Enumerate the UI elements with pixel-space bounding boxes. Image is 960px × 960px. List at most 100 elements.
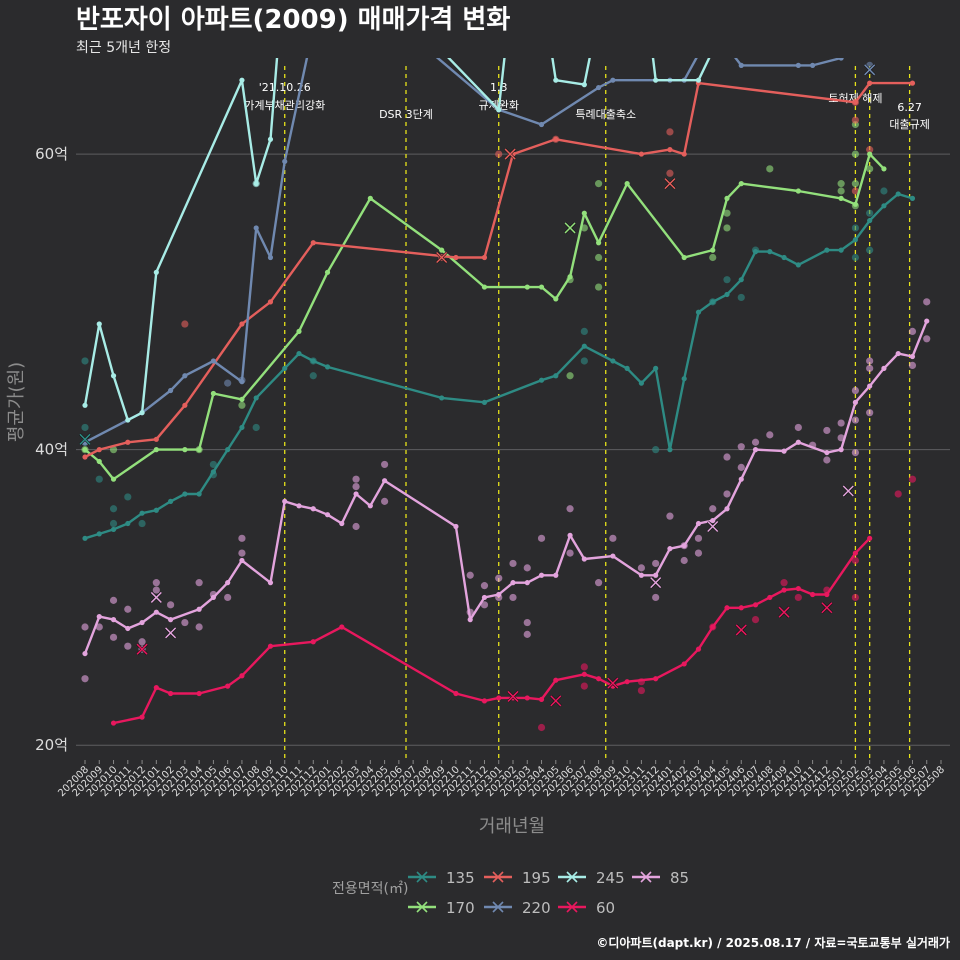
series-point-85-43 bbox=[838, 447, 844, 453]
scatter-point-85-35 bbox=[537, 534, 546, 542]
scatter-point-85-57 bbox=[823, 426, 831, 435]
scatter-point-195-2 bbox=[495, 150, 503, 158]
series-point-245-21 bbox=[739, 11, 744, 16]
scatter-point-170-15 bbox=[837, 187, 845, 195]
x-marker-195-0 bbox=[435, 251, 448, 264]
series-point-135-4 bbox=[139, 510, 145, 516]
legend-label-135: 135 bbox=[446, 869, 475, 887]
series-point-135-41 bbox=[895, 191, 901, 197]
series-point-135-40 bbox=[881, 203, 887, 209]
scatter-point-170-11 bbox=[723, 224, 731, 232]
x-marker-60-6 bbox=[820, 601, 833, 614]
series-point-60-1 bbox=[139, 714, 145, 720]
series-point-245-1 bbox=[96, 321, 102, 327]
scatter-point-85-2 bbox=[95, 623, 103, 631]
series-point-135-24 bbox=[638, 380, 645, 386]
scatter-point-170-9 bbox=[595, 283, 603, 291]
scatter-point-85-69 bbox=[923, 335, 931, 343]
scatter-point-135-6 bbox=[124, 493, 132, 501]
scatter-point-85-46 bbox=[694, 534, 703, 542]
series-point-195-14 bbox=[681, 151, 687, 157]
series-point-85-41 bbox=[795, 439, 801, 445]
scatter-point-85-18 bbox=[238, 534, 246, 542]
series-point-220-8 bbox=[282, 158, 288, 165]
series-point-60-6 bbox=[239, 673, 245, 679]
series-point-245-16 bbox=[596, 11, 601, 16]
scatter-point-135-18 bbox=[737, 293, 745, 302]
scatter-point-135-24 bbox=[880, 187, 888, 195]
series-point-85-10 bbox=[239, 557, 245, 564]
series-point-85-39 bbox=[752, 447, 759, 453]
scatter-point-85-24 bbox=[466, 571, 474, 579]
series-point-170-9 bbox=[324, 269, 331, 275]
x-marker-85-1 bbox=[164, 626, 177, 639]
scatter-point-170-20 bbox=[866, 165, 874, 173]
series-point-135-15 bbox=[310, 358, 316, 364]
series-point-60-11 bbox=[481, 698, 488, 704]
scatter-point-85-63 bbox=[851, 386, 860, 395]
scatter-point-85-12 bbox=[181, 618, 189, 627]
series-point-220-17 bbox=[710, 26, 715, 31]
x-marker-stroke bbox=[165, 627, 177, 639]
event-label-2-0: 1.3 bbox=[490, 81, 508, 94]
series-point-85-30 bbox=[610, 553, 616, 559]
legend-x-135 bbox=[416, 871, 428, 883]
x-marker-60-3 bbox=[606, 677, 619, 690]
scatter-point-85-6 bbox=[124, 605, 132, 613]
series-point-85-44 bbox=[852, 399, 859, 405]
marker-layer bbox=[79, 63, 876, 707]
x-marker-60-5 bbox=[778, 606, 790, 619]
series-point-170-21 bbox=[710, 247, 716, 253]
series-point-135-17 bbox=[439, 395, 445, 401]
series-point-135-10 bbox=[225, 447, 231, 453]
legend-label-220: 220 bbox=[522, 899, 551, 917]
y-tick-20: 20억 bbox=[35, 736, 68, 754]
scatter-point-85-16 bbox=[224, 593, 232, 602]
y-tick-60: 60억 bbox=[35, 145, 68, 163]
x-marker-stroke bbox=[436, 251, 448, 264]
legend-item-170: 170 bbox=[408, 899, 475, 917]
series-point-85-40 bbox=[781, 448, 787, 454]
scatter-point-85-68 bbox=[908, 361, 917, 370]
scatter-point-85-27 bbox=[480, 601, 489, 609]
legend-x-60 bbox=[566, 901, 578, 913]
scatter-point-85-41 bbox=[652, 593, 660, 602]
series-point-245-0 bbox=[82, 402, 88, 408]
series-point-85-6 bbox=[168, 617, 174, 623]
series-point-135-14 bbox=[296, 350, 302, 357]
x-marker-stroke bbox=[507, 690, 519, 702]
series-point-220-20 bbox=[810, 62, 816, 68]
scatter-point-85-23 bbox=[352, 522, 360, 531]
scatter-point-135-22 bbox=[866, 209, 874, 217]
scatter-point-170-12 bbox=[723, 209, 731, 217]
series-point-245-19 bbox=[695, 77, 702, 83]
series-point-85-15 bbox=[324, 512, 331, 518]
scatter-point-85-66 bbox=[866, 357, 874, 365]
series-point-135-0 bbox=[82, 535, 88, 541]
series-point-85-2 bbox=[110, 617, 117, 623]
series-point-135-11 bbox=[239, 424, 245, 431]
series-point-170-5 bbox=[196, 447, 202, 453]
x-marker-85-0 bbox=[150, 591, 163, 604]
scatter-point-135-13 bbox=[580, 327, 588, 336]
series-point-245-14 bbox=[553, 77, 559, 83]
series-point-135-25 bbox=[653, 365, 659, 371]
scatter-point-85-1 bbox=[81, 623, 89, 631]
series-point-60-14 bbox=[524, 695, 530, 701]
scatter-point-135-14 bbox=[580, 357, 588, 365]
scatter-point-85-65 bbox=[866, 409, 874, 417]
series-point-170-0 bbox=[82, 447, 88, 453]
series-point-85-18 bbox=[367, 503, 373, 509]
series-point-135-18 bbox=[481, 399, 488, 405]
series-point-85-13 bbox=[296, 503, 302, 509]
series-point-135-37 bbox=[838, 247, 844, 253]
scatter-point-85-9 bbox=[152, 586, 160, 594]
series-point-60-34 bbox=[867, 535, 873, 541]
y-tick-40: 40억 bbox=[35, 441, 68, 459]
series-point-60-22 bbox=[681, 661, 687, 667]
scatter-point-85-70 bbox=[923, 298, 931, 306]
series-point-135-3 bbox=[125, 520, 131, 527]
series-point-170-13 bbox=[524, 284, 530, 290]
series-point-60-33 bbox=[852, 550, 859, 556]
series-point-245-18 bbox=[653, 77, 659, 83]
